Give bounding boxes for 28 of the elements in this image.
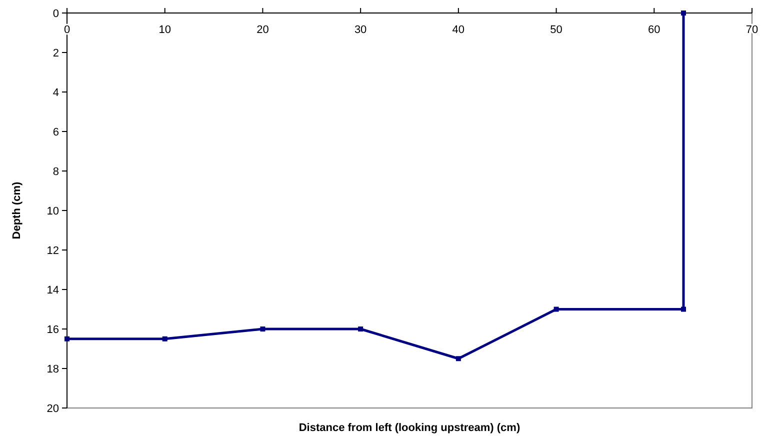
- x-tick-label: 20: [256, 24, 269, 36]
- x-axis-title: Distance from left (looking upstream) (cm): [298, 422, 520, 434]
- y-tick-label: 14: [46, 284, 59, 296]
- x-tick-label: 70: [746, 24, 758, 36]
- point: [681, 306, 686, 312]
- point: [554, 306, 559, 312]
- x-tick-label: 30: [354, 24, 367, 36]
- y-tick-label: 4: [52, 86, 59, 99]
- y-tick-label: 8: [52, 166, 59, 178]
- x-tick-label: 50: [550, 24, 562, 36]
- y-tick-label: 6: [52, 126, 59, 138]
- y-tick-label: 2: [52, 47, 59, 60]
- y-axis-title: Depth (cm): [11, 181, 23, 240]
- y-tick-label: 10: [46, 205, 59, 218]
- x-tick-label: 10: [158, 24, 171, 36]
- point: [456, 356, 461, 362]
- point: [260, 326, 266, 332]
- point: [162, 336, 168, 342]
- point: [64, 336, 70, 342]
- y-tick-label: 0: [52, 8, 59, 20]
- point: [358, 326, 364, 332]
- y-tick-label: 20: [46, 402, 59, 415]
- x-tick-label: 60: [648, 24, 660, 36]
- y-tick-label: 16: [46, 324, 59, 336]
- y-tick-label: 18: [46, 363, 59, 376]
- x-tick-label: 40: [452, 24, 465, 36]
- y-tick-label: 12: [46, 244, 59, 257]
- point: [681, 10, 686, 16]
